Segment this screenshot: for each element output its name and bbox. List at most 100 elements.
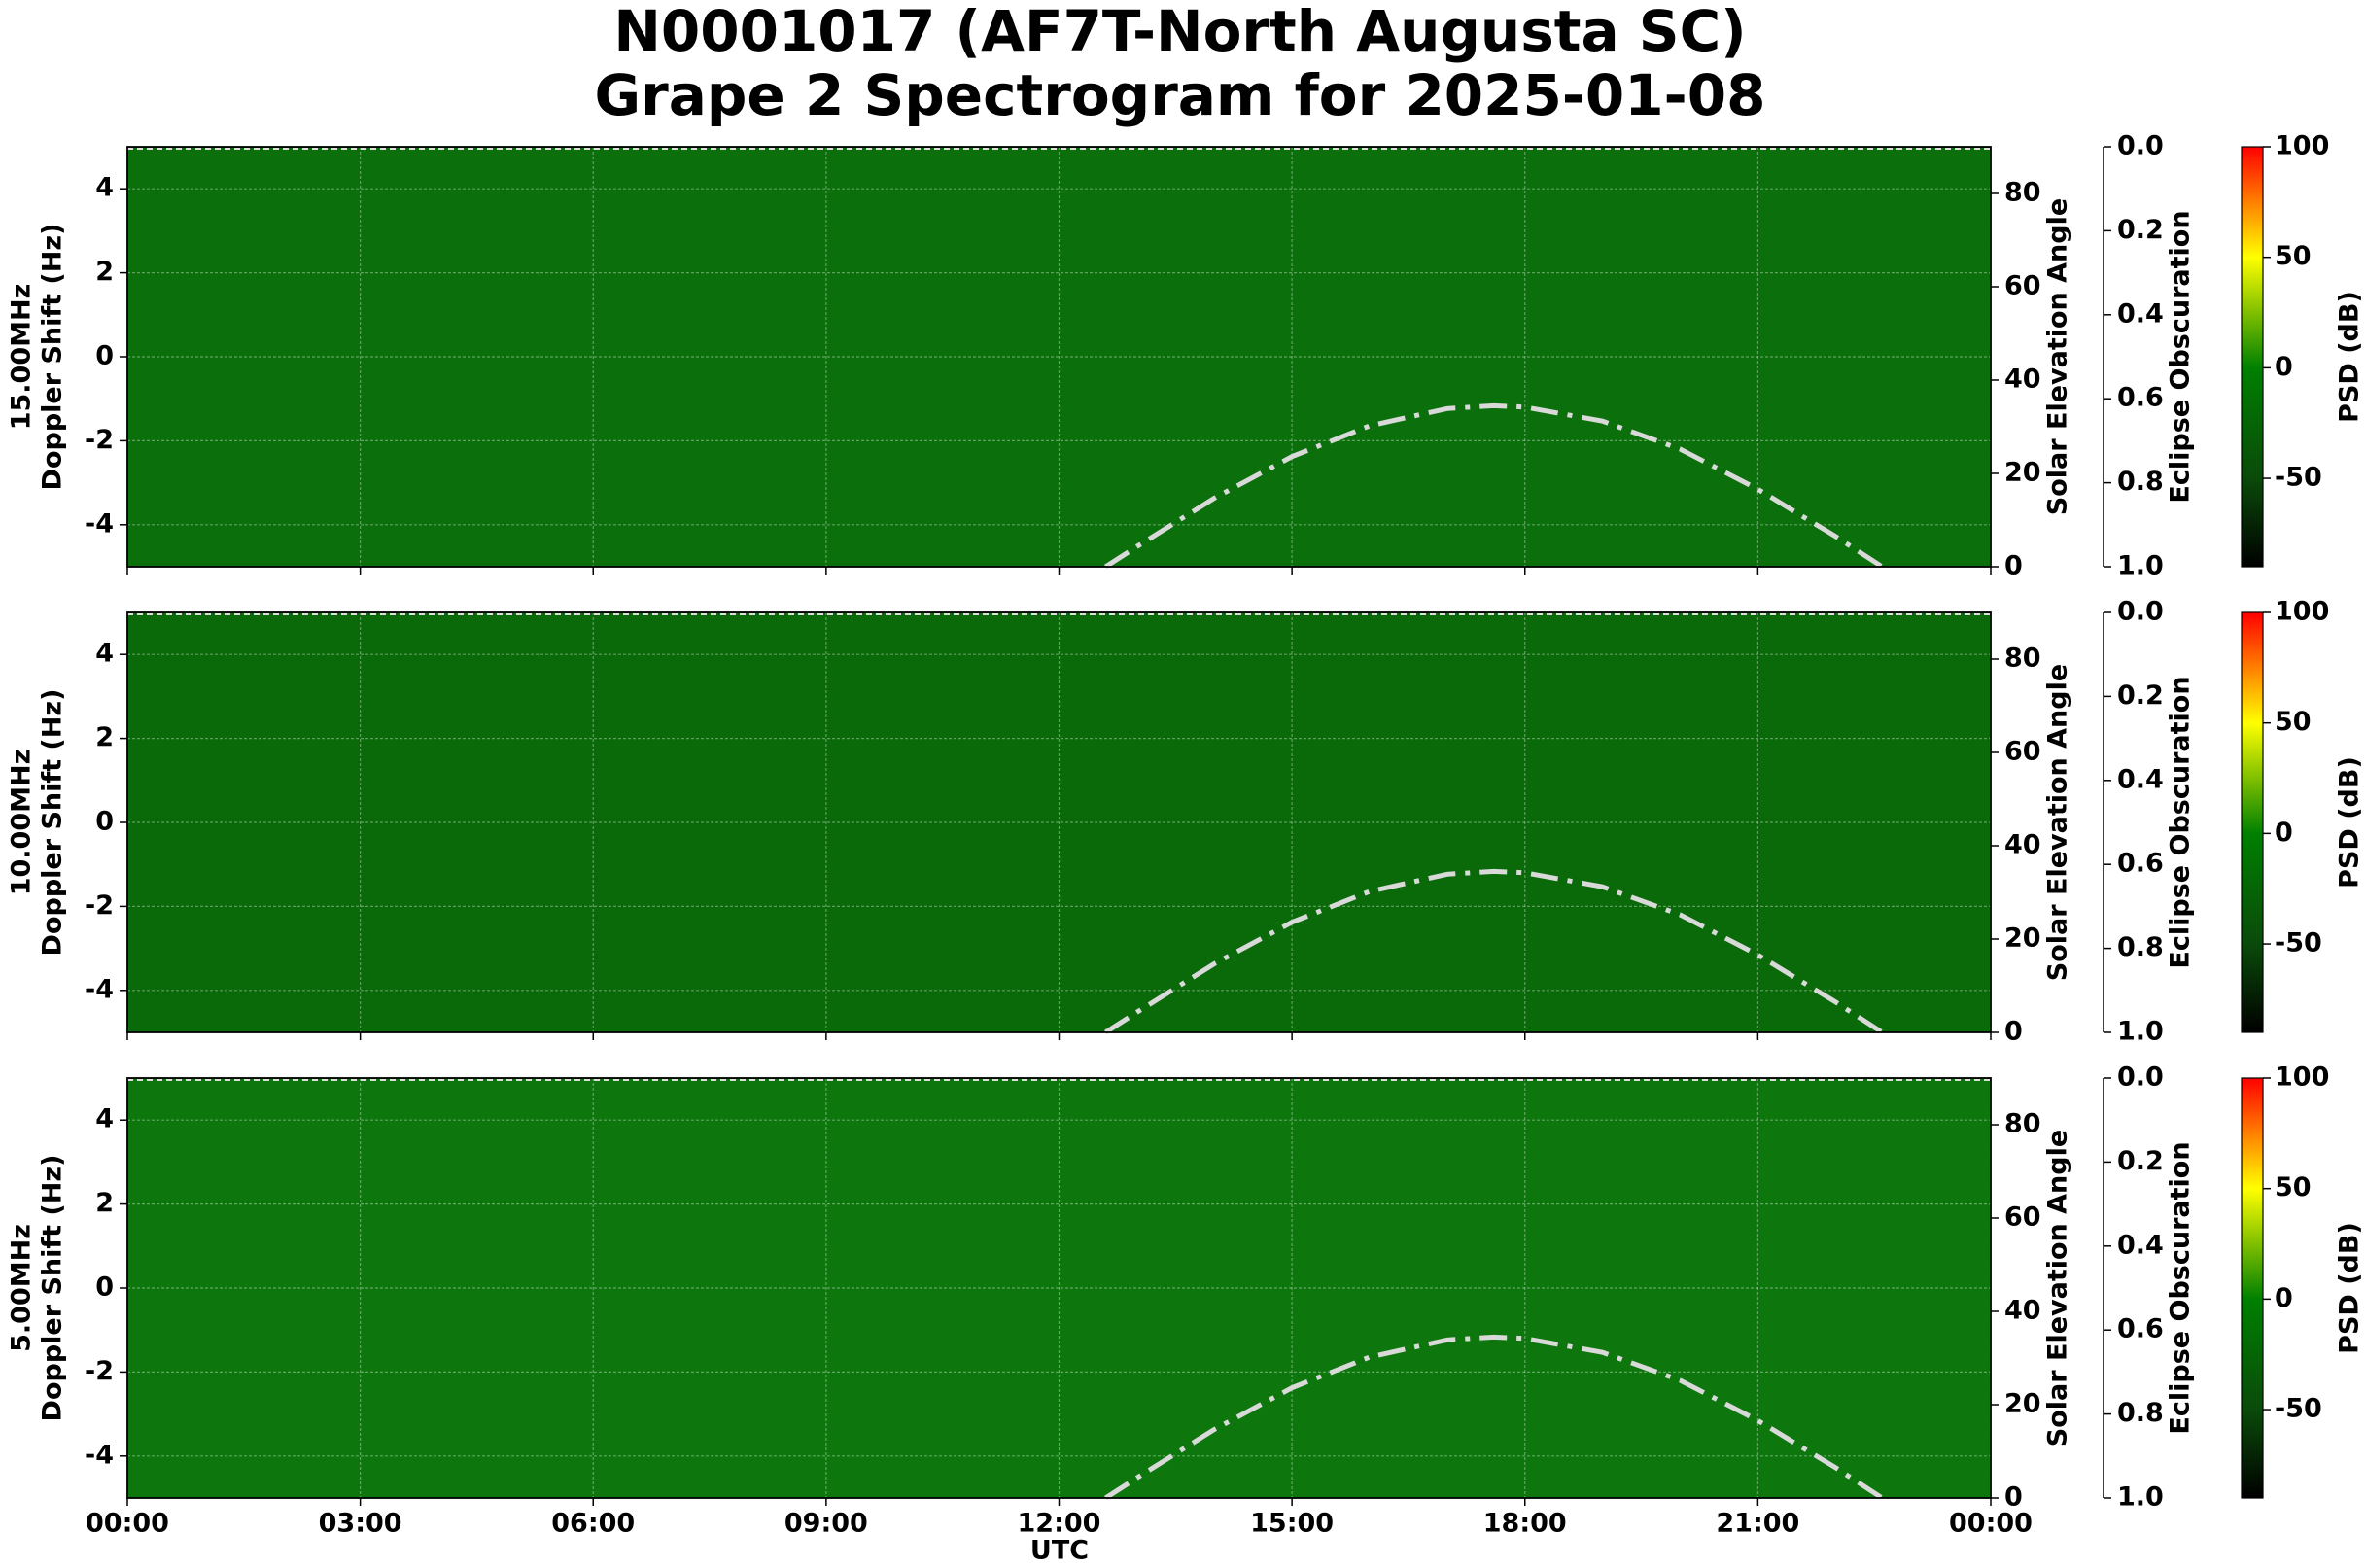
plot-frame bbox=[126, 611, 1992, 1033]
y-tick-label: 4 bbox=[95, 173, 114, 203]
y-tick-label: 4 bbox=[95, 639, 114, 669]
y2-tick-label: 40 bbox=[2004, 365, 2041, 395]
colorbar bbox=[2241, 1077, 2264, 1499]
colorbar-tick-label: 100 bbox=[2275, 131, 2329, 161]
colorbar-tick-label: -50 bbox=[2275, 928, 2322, 958]
y-tick-label: -2 bbox=[85, 1356, 114, 1386]
y2-tick-label: 0 bbox=[2004, 1482, 2023, 1513]
y3-tick-label: 0.2 bbox=[2117, 1146, 2164, 1176]
y2-tick-label: 60 bbox=[2004, 737, 2041, 767]
y-tick-label: 4 bbox=[95, 1104, 114, 1134]
solar-elevation-line bbox=[1104, 868, 1884, 1035]
x-axis-label: UTC bbox=[1030, 1536, 1089, 1566]
colorbar-tick-label: 50 bbox=[2275, 707, 2312, 737]
colorbar-tick-label: 0 bbox=[2275, 818, 2293, 848]
colorbar-tick-label: 100 bbox=[2275, 597, 2329, 627]
plot-frame bbox=[126, 146, 1992, 568]
y-axis-label: Doppler Shift (Hz) bbox=[38, 1155, 68, 1422]
y3-tick-label: 0.0 bbox=[2117, 131, 2164, 161]
y2-tick-label: 40 bbox=[2004, 830, 2041, 860]
y-tick-label: -4 bbox=[85, 508, 114, 539]
y-tick-label: 0 bbox=[95, 807, 114, 837]
y-axis-label: 10.00MHz bbox=[7, 749, 37, 896]
y3-tick-label: 0.8 bbox=[2117, 932, 2164, 962]
colorbar-tick-label: 0 bbox=[2275, 1283, 2293, 1313]
y3-tick-label: 1.0 bbox=[2117, 551, 2164, 581]
y3-axis-label: Eclipse Obscuration bbox=[2166, 676, 2196, 968]
y-axis-label: Doppler Shift (Hz) bbox=[38, 224, 68, 491]
y2-tick-label: 80 bbox=[2004, 1109, 2041, 1139]
colorbar-label: PSD (dB) bbox=[2335, 1222, 2365, 1354]
spectrogram bbox=[127, 1078, 1991, 1498]
solar-elevation-line bbox=[1104, 1334, 1884, 1501]
y-axis-label: 5.00MHz bbox=[7, 1224, 37, 1352]
y3-tick-label: 0.0 bbox=[2117, 1063, 2164, 1093]
y3-tick-label: 0.4 bbox=[2117, 764, 2164, 794]
x-tick-label: 18:00 bbox=[1483, 1509, 1567, 1539]
y3-tick-label: 0.0 bbox=[2117, 597, 2164, 627]
colorbar bbox=[2241, 146, 2264, 568]
y2-tick-label: 80 bbox=[2004, 178, 2041, 208]
spectrogram bbox=[127, 147, 1991, 567]
y2-tick-label: 20 bbox=[2004, 458, 2041, 488]
y-tick-label: 0 bbox=[95, 341, 114, 371]
colorbar-tick-label: 50 bbox=[2275, 241, 2312, 271]
title-line: N0001017 (AF7T-North Augusta SC) bbox=[613, 0, 1746, 64]
y3-tick-label: 1.0 bbox=[2117, 1482, 2164, 1513]
y-tick-label: -4 bbox=[85, 1440, 114, 1470]
colorbar-tick-label: 100 bbox=[2275, 1063, 2329, 1093]
y2-axis-label: Solar Elevation Angle bbox=[2043, 664, 2073, 981]
y3-tick-label: 0.4 bbox=[2117, 1230, 2164, 1260]
y-axis-label: Doppler Shift (Hz) bbox=[38, 689, 68, 957]
colorbar-tick-label: 50 bbox=[2275, 1172, 2312, 1202]
y-tick-label: 2 bbox=[95, 257, 114, 287]
y3-tick-label: 0.2 bbox=[2117, 215, 2164, 245]
y2-tick-label: 0 bbox=[2004, 1017, 2023, 1047]
y-tick-label: -4 bbox=[85, 974, 114, 1004]
y2-tick-label: 20 bbox=[2004, 1389, 2041, 1419]
y3-tick-label: 0.6 bbox=[2117, 1314, 2164, 1344]
y-tick-label: 2 bbox=[95, 1188, 114, 1218]
x-tick-label: 21:00 bbox=[1716, 1509, 1799, 1539]
y3-axis-label: Eclipse Obscuration bbox=[2166, 210, 2196, 503]
colorbar bbox=[2241, 611, 2264, 1033]
y-tick-label: 0 bbox=[95, 1272, 114, 1303]
solar-elevation-line bbox=[1104, 402, 1884, 570]
y2-tick-label: 40 bbox=[2004, 1296, 2041, 1326]
colorbar-label: PSD (dB) bbox=[2335, 756, 2365, 889]
y3-tick-label: 1.0 bbox=[2117, 1017, 2164, 1047]
y2-axis-label: Solar Elevation Angle bbox=[2043, 198, 2073, 515]
y2-tick-label: 60 bbox=[2004, 1202, 2041, 1233]
y-axis-label: 15.00MHz bbox=[7, 284, 37, 431]
y3-tick-label: 0.8 bbox=[2117, 1398, 2164, 1428]
y-tick-label: 2 bbox=[95, 722, 114, 752]
title-line: Grape 2 Spectrogram for 2025-01-08 bbox=[595, 62, 1766, 128]
x-tick-label: 00:00 bbox=[86, 1509, 169, 1539]
colorbar-tick-label: -50 bbox=[2275, 1394, 2322, 1424]
x-tick-label: 06:00 bbox=[551, 1509, 635, 1539]
y-tick-label: -2 bbox=[85, 425, 114, 455]
y3-tick-label: 0.4 bbox=[2117, 298, 2164, 329]
y3-tick-label: 0.6 bbox=[2117, 383, 2164, 413]
x-tick-label: 03:00 bbox=[319, 1509, 402, 1539]
y2-tick-label: 20 bbox=[2004, 923, 2041, 954]
y2-tick-label: 80 bbox=[2004, 644, 2041, 674]
colorbar-label: PSD (dB) bbox=[2335, 291, 2365, 423]
colorbar-tick-label: -50 bbox=[2275, 463, 2322, 493]
x-tick-label: 15:00 bbox=[1250, 1509, 1334, 1539]
y-tick-label: -2 bbox=[85, 890, 114, 921]
y3-tick-label: 0.6 bbox=[2117, 849, 2164, 879]
colorbar-tick-label: 0 bbox=[2275, 352, 2293, 382]
y2-tick-label: 60 bbox=[2004, 271, 2041, 301]
x-tick-label: 00:00 bbox=[1949, 1509, 2033, 1539]
y2-tick-label: 0 bbox=[2004, 551, 2023, 581]
y3-tick-label: 0.8 bbox=[2117, 467, 2164, 497]
x-tick-label: 12:00 bbox=[1018, 1509, 1101, 1539]
x-tick-label: 09:00 bbox=[784, 1509, 868, 1539]
spectrogram bbox=[127, 612, 1991, 1032]
plot-frame bbox=[126, 1077, 1992, 1499]
y3-axis-label: Eclipse Obscuration bbox=[2166, 1141, 2196, 1434]
y3-tick-label: 0.2 bbox=[2117, 680, 2164, 711]
y2-axis-label: Solar Elevation Angle bbox=[2043, 1130, 2073, 1446]
